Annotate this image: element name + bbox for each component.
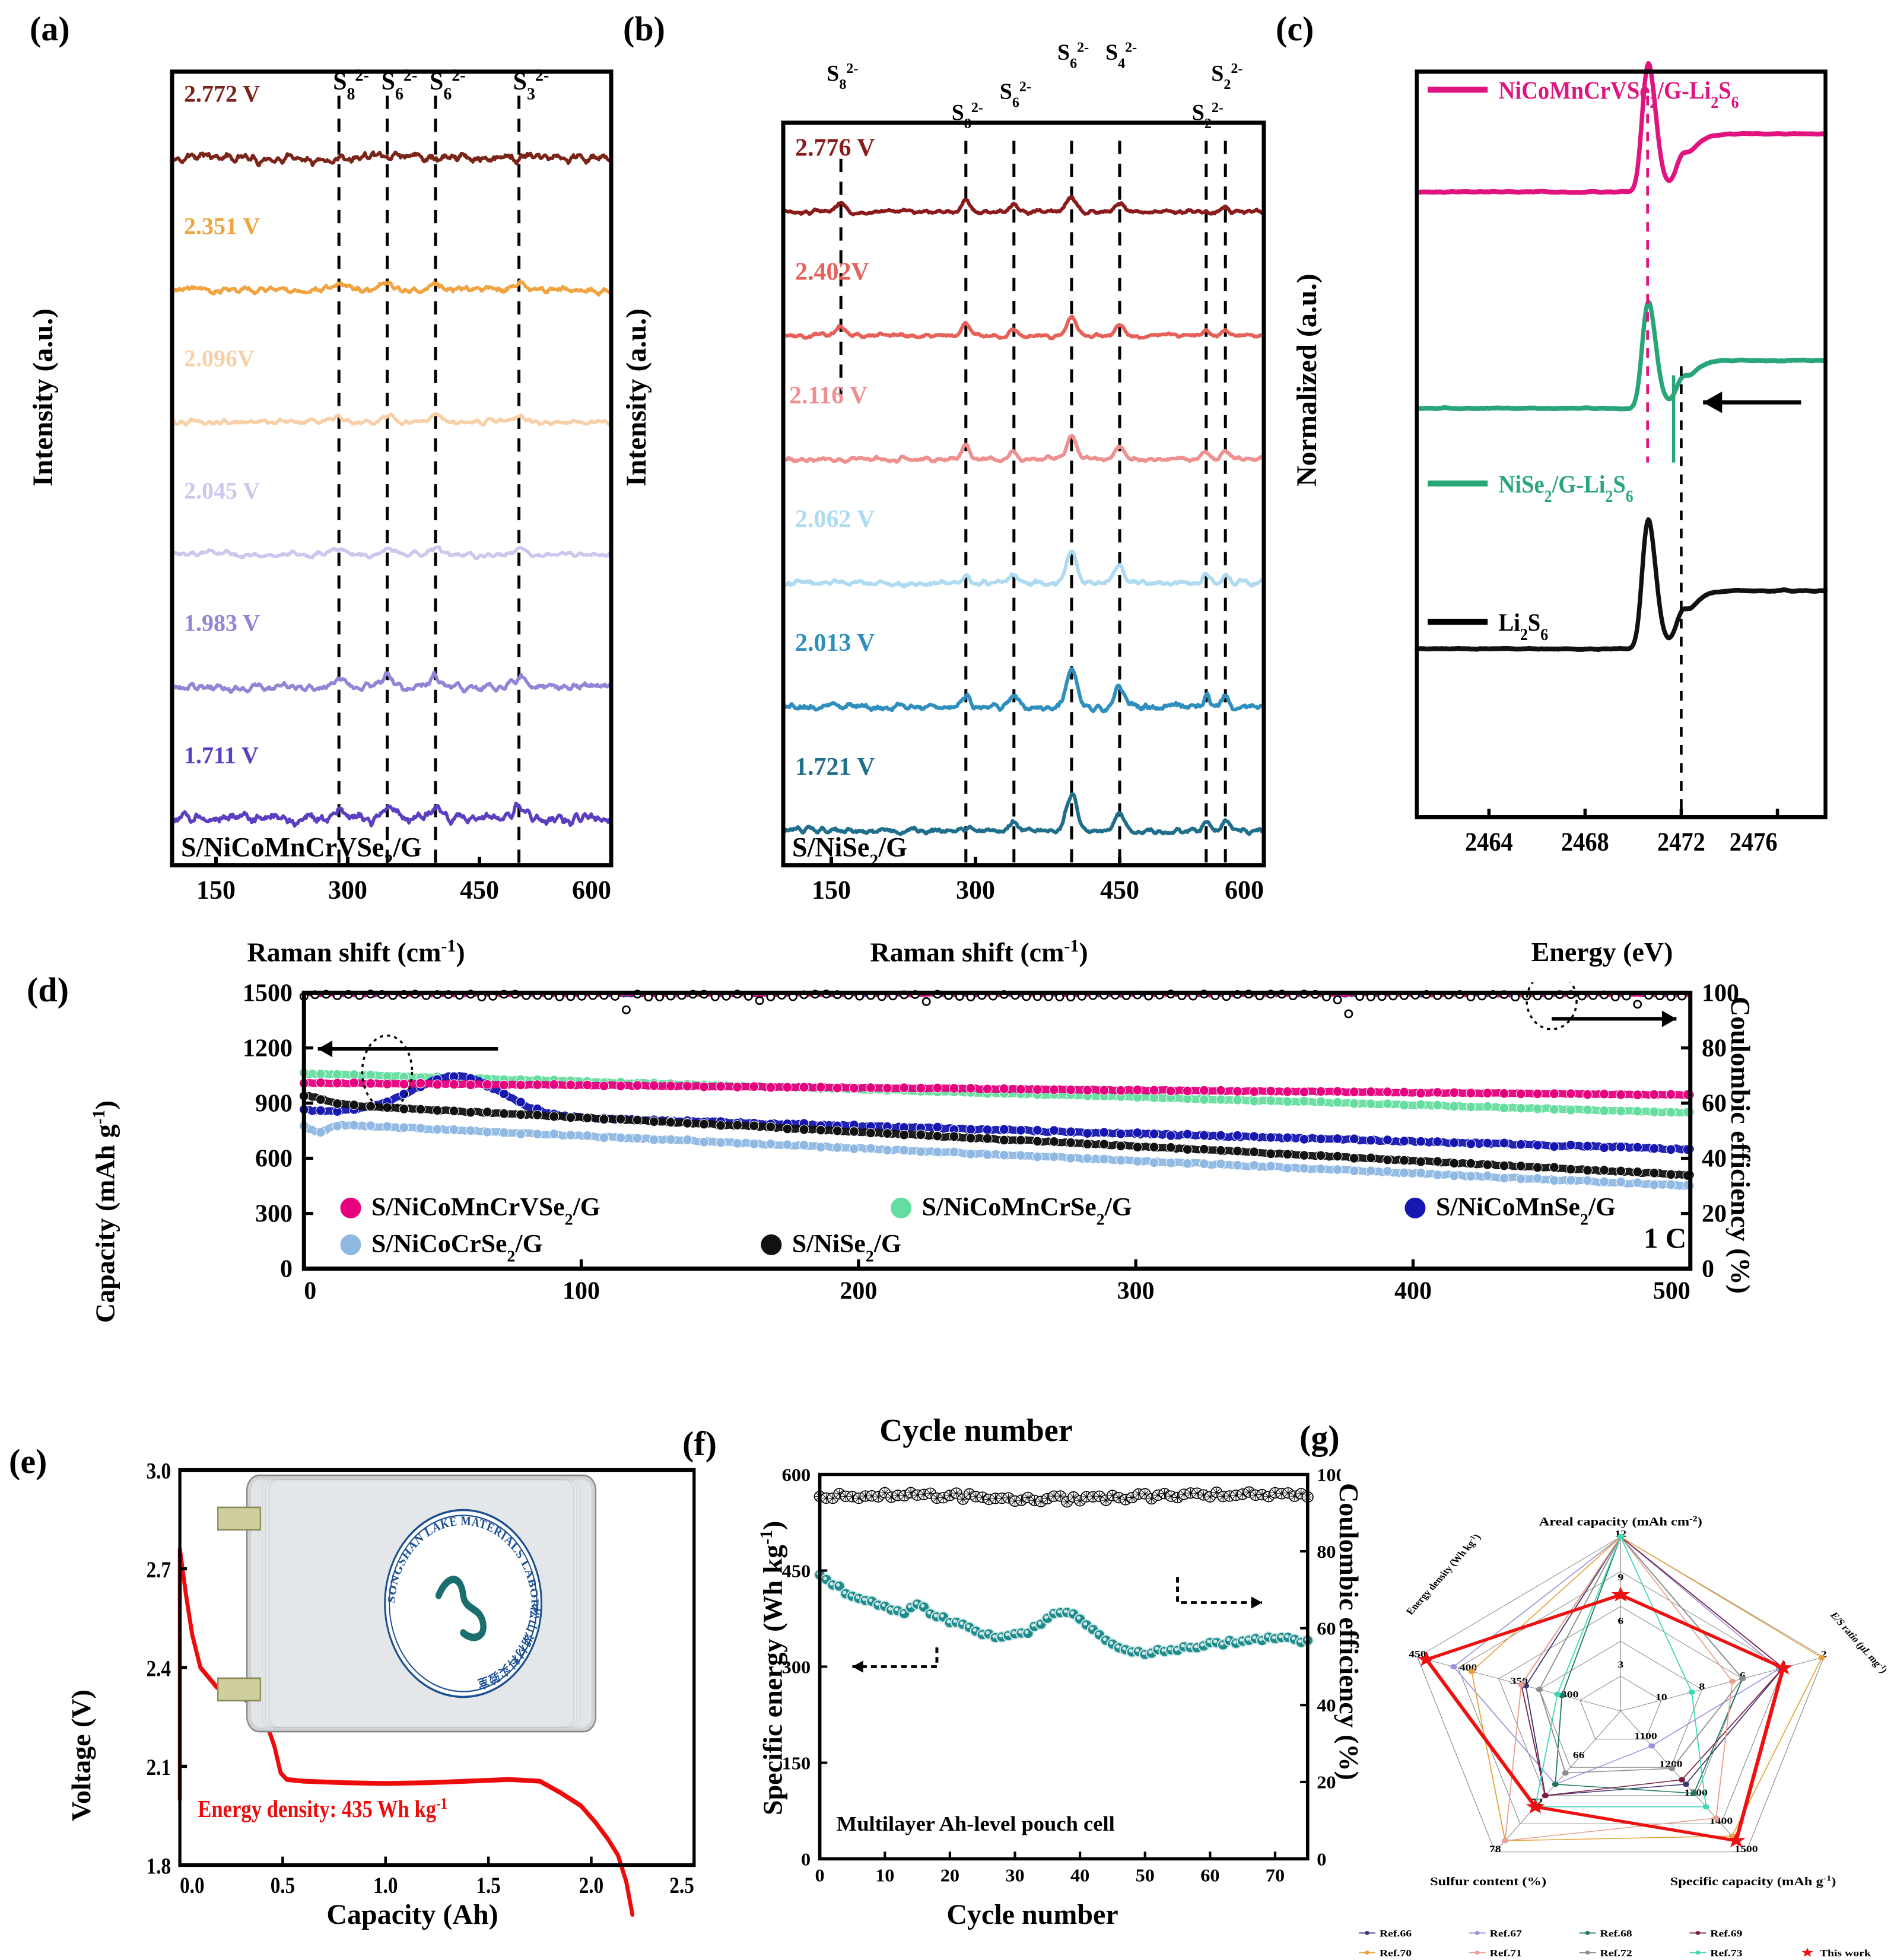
svg-text:600: 600 (1225, 875, 1264, 904)
svg-text:20: 20 (1702, 1201, 1727, 1228)
svg-text:2464: 2464 (1465, 828, 1513, 857)
svg-text:2.045 V: 2.045 V (184, 477, 260, 504)
svg-text:1100: 1100 (1634, 1730, 1657, 1741)
svg-text:10: 10 (1655, 1692, 1667, 1703)
svg-text:78: 78 (1489, 1844, 1501, 1854)
svg-text:2.351 V: 2.351 V (184, 212, 260, 239)
svg-text:0: 0 (280, 1256, 293, 1283)
svg-text:600: 600 (255, 1146, 293, 1173)
svg-text:2.402V: 2.402V (795, 257, 869, 285)
svg-text:2.772 V: 2.772 V (184, 80, 260, 107)
svg-text:300: 300 (1117, 1277, 1155, 1304)
svg-text:Multilayer Ah-level pouch cell: Multilayer Ah-level pouch cell (837, 1812, 1115, 1835)
svg-text:1.5: 1.5 (476, 1872, 500, 1898)
svg-text:2.1: 2.1 (147, 1754, 171, 1780)
svg-text:Sulfur content (%): Sulfur content (%) (1430, 1875, 1546, 1888)
svg-text:2.0: 2.0 (579, 1872, 603, 1898)
svg-text:300: 300 (328, 875, 367, 904)
svg-text:450: 450 (1100, 875, 1139, 904)
svg-text:0: 0 (304, 1277, 316, 1304)
svg-text:600: 600 (782, 1466, 811, 1485)
svg-text:1400: 1400 (1709, 1815, 1733, 1826)
svg-text:60: 60 (1200, 1865, 1219, 1885)
svg-text:400: 400 (1394, 1277, 1432, 1304)
svg-text:3: 3 (1617, 1659, 1623, 1669)
svg-text:2.776 V: 2.776 V (795, 133, 875, 161)
svg-text:2.096V: 2.096V (184, 345, 255, 371)
svg-text:66: 66 (1573, 1749, 1585, 1760)
svg-text:1 C: 1 C (1644, 1222, 1686, 1255)
svg-text:600: 600 (572, 875, 611, 904)
svg-text:Energy density: 435 Wh kg-1: Energy density: 435 Wh kg-1 (198, 1795, 447, 1823)
svg-text:Areal capacity (mAh cm-2): Areal capacity (mAh cm-2) (1539, 1515, 1702, 1528)
svg-text:1500: 1500 (243, 982, 293, 1007)
svg-text:Ref.73: Ref.73 (1710, 1948, 1742, 1958)
svg-text:6: 6 (1617, 1615, 1623, 1626)
svg-text:1.721 V: 1.721 V (795, 753, 875, 781)
svg-text:Ref.67: Ref.67 (1490, 1928, 1522, 1939)
svg-text:Ref.71: Ref.71 (1490, 1948, 1522, 1958)
svg-text:2.7: 2.7 (147, 1556, 171, 1582)
svg-text:2472: 2472 (1657, 828, 1705, 857)
svg-text:1.983 V: 1.983 V (184, 609, 260, 636)
svg-text:2.116 V: 2.116 V (789, 381, 868, 409)
svg-text:2468: 2468 (1561, 828, 1609, 857)
svg-text:Ref.68: Ref.68 (1600, 1928, 1632, 1939)
svg-text:1.0: 1.0 (373, 1872, 398, 1898)
svg-text:0: 0 (1317, 1849, 1326, 1869)
svg-text:0: 0 (1702, 1256, 1714, 1283)
svg-text:30: 30 (1005, 1865, 1024, 1885)
svg-text:8: 8 (1699, 1681, 1705, 1692)
svg-text:10: 10 (875, 1865, 894, 1885)
svg-text:20: 20 (940, 1865, 959, 1885)
svg-text:2.4: 2.4 (147, 1655, 171, 1681)
svg-text:80: 80 (1702, 1035, 1727, 1062)
svg-text:500: 500 (1653, 1277, 1690, 1304)
svg-text:450: 450 (460, 875, 499, 904)
svg-text:100: 100 (1317, 1466, 1341, 1485)
svg-text:2476: 2476 (1730, 828, 1778, 857)
svg-text:Ref.69: Ref.69 (1710, 1928, 1742, 1939)
svg-text:200: 200 (840, 1277, 877, 1304)
svg-text:150: 150 (196, 875, 236, 904)
svg-text:300: 300 (255, 1201, 293, 1228)
svg-text:0.5: 0.5 (271, 1872, 295, 1898)
svg-text:This work: This work (1820, 1948, 1871, 1958)
svg-text:40: 40 (1702, 1146, 1727, 1173)
svg-text:Ref.66: Ref.66 (1380, 1928, 1412, 1939)
svg-text:0.0: 0.0 (180, 1872, 204, 1898)
svg-text:300: 300 (956, 875, 995, 904)
svg-text:2.5: 2.5 (669, 1872, 694, 1898)
svg-text:3.0: 3.0 (147, 1459, 171, 1484)
svg-text:Specific capacity (mAh g-1): Specific capacity (mAh g-1) (1670, 1875, 1836, 1888)
svg-text:2.062 V: 2.062 V (795, 505, 875, 533)
svg-text:2.013 V: 2.013 V (795, 629, 875, 657)
svg-text:1200: 1200 (243, 1035, 293, 1062)
svg-text:Ref.70: Ref.70 (1380, 1948, 1412, 1958)
svg-text:9: 9 (1617, 1572, 1623, 1583)
svg-text:1.8: 1.8 (147, 1853, 171, 1879)
svg-text:60: 60 (1702, 1090, 1727, 1118)
svg-text:0: 0 (815, 1865, 825, 1885)
svg-text:900: 900 (255, 1090, 293, 1118)
svg-text:100: 100 (563, 1277, 600, 1304)
svg-text:0: 0 (801, 1849, 811, 1869)
svg-text:70: 70 (1266, 1865, 1285, 1885)
svg-text:50: 50 (1136, 1865, 1155, 1885)
svg-text:40: 40 (1070, 1865, 1089, 1885)
svg-text:Ref.72: Ref.72 (1600, 1948, 1632, 1958)
svg-text:1.711 V: 1.711 V (184, 742, 259, 768)
svg-text:150: 150 (812, 875, 851, 904)
